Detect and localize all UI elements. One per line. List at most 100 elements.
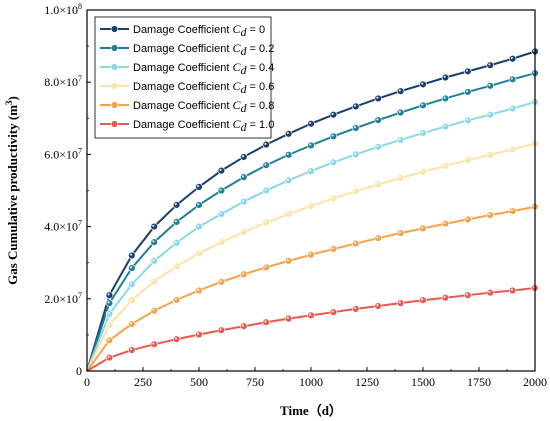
data-point: [217, 278, 226, 286]
data-point: [240, 322, 248, 330]
data-point-highlight: [376, 304, 379, 307]
data-point: [464, 156, 472, 164]
legend-label: Damage Coefficient Cd = 0.6: [133, 79, 274, 96]
data-point: [217, 326, 226, 334]
data-point-highlight: [376, 118, 379, 121]
data-point-highlight: [421, 169, 424, 173]
data-point-highlight: [465, 217, 469, 220]
data-point: [441, 94, 450, 103]
series-2: [86, 98, 539, 372]
data-point-highlight: [152, 342, 155, 345]
legend-item: Damage Coefficient Cd = 0.6: [100, 79, 274, 96]
data-point: [172, 218, 181, 226]
data-point-highlight: [309, 252, 312, 256]
data-point-highlight: [286, 316, 289, 319]
data-point: [128, 264, 136, 272]
legend-marker: [110, 44, 119, 52]
data-point-highlight: [219, 328, 222, 331]
data-point: [240, 228, 248, 236]
data-point-highlight: [443, 221, 446, 225]
data-point: [374, 302, 382, 310]
data-point-highlight: [152, 240, 155, 243]
data-point: [419, 129, 427, 137]
data-point-highlight: [129, 266, 133, 269]
data-point-highlight: [465, 158, 469, 161]
legend-item: Damage Coefficient Cd = 0.8: [100, 98, 274, 115]
data-point-highlight: [241, 324, 245, 327]
x-tick-label: 500: [190, 375, 208, 389]
data-point-highlight: [152, 279, 155, 282]
data-point: [217, 166, 226, 175]
data-point-highlight: [465, 90, 469, 93]
data-point: [486, 211, 494, 219]
y-axis-title: Gas Cumulative productivity (m3): [4, 96, 20, 285]
x-tick-label: 750: [246, 375, 264, 389]
data-point: [240, 197, 248, 206]
data-point: [262, 186, 270, 195]
data-point: [240, 270, 248, 278]
data-point: [352, 187, 360, 195]
data-point-highlight: [152, 258, 155, 262]
data-point: [105, 353, 114, 362]
data-point: [396, 174, 405, 182]
data-point-highlight: [264, 188, 267, 191]
data-point: [284, 314, 293, 323]
data-point: [486, 110, 494, 119]
data-point-highlight: [510, 106, 513, 109]
data-point: [307, 167, 315, 175]
data-point-highlight: [129, 322, 133, 325]
data-point-highlight: [264, 320, 267, 323]
data-point-highlight: [174, 240, 177, 244]
series-4: [86, 203, 539, 372]
legend-label: Damage Coefficient Cd = 0.4: [133, 60, 274, 77]
data-point-highlight: [510, 288, 513, 291]
data-point: [441, 220, 450, 228]
data-point: [419, 168, 427, 176]
data-point: [217, 186, 226, 195]
data-point-highlight: [197, 288, 200, 291]
data-point-highlight: [286, 258, 289, 262]
legend-label: Damage Coefficient Cd = 0.2: [133, 41, 274, 58]
y-tick-label: 1.0×108: [44, 2, 82, 17]
series-0: [86, 47, 539, 372]
data-point-highlight: [197, 332, 200, 335]
data-point-highlight: [443, 164, 446, 167]
data-point-highlight: [107, 322, 110, 326]
data-point-highlight: [241, 175, 245, 178]
data-point-highlight: [129, 348, 133, 351]
data-point: [195, 222, 203, 231]
series-line: [86, 286, 536, 372]
data-point: [486, 61, 494, 69]
data-point-highlight: [353, 189, 357, 192]
x-tick-label: 1250: [355, 375, 379, 389]
data-point: [508, 55, 517, 63]
data-point-highlight: [398, 231, 401, 234]
data-point: [217, 210, 226, 218]
data-point-highlight: [264, 163, 267, 166]
data-point-highlight: [398, 110, 401, 113]
data-point: [195, 286, 203, 295]
data-point-highlight: [421, 82, 424, 85]
data-point: [374, 180, 382, 189]
data-point-highlight: [264, 142, 267, 145]
data-point: [396, 108, 405, 117]
data-point: [329, 132, 338, 141]
data-point-highlight: [510, 56, 513, 60]
data-point: [172, 335, 181, 343]
data-point: [307, 120, 315, 128]
data-point-highlight: [174, 220, 177, 223]
data-point-highlight: [510, 77, 513, 80]
data-point: [464, 116, 472, 125]
data-point-highlight: [331, 134, 334, 137]
data-point: [374, 143, 382, 151]
data-point: [307, 202, 315, 210]
legend-marker: [110, 82, 119, 90]
data-point-highlight: [353, 126, 357, 129]
data-point: [352, 239, 360, 248]
data-point: [128, 251, 136, 260]
series-1: [86, 69, 539, 372]
data-point: [464, 88, 472, 96]
data-point-highlight: [286, 178, 289, 181]
